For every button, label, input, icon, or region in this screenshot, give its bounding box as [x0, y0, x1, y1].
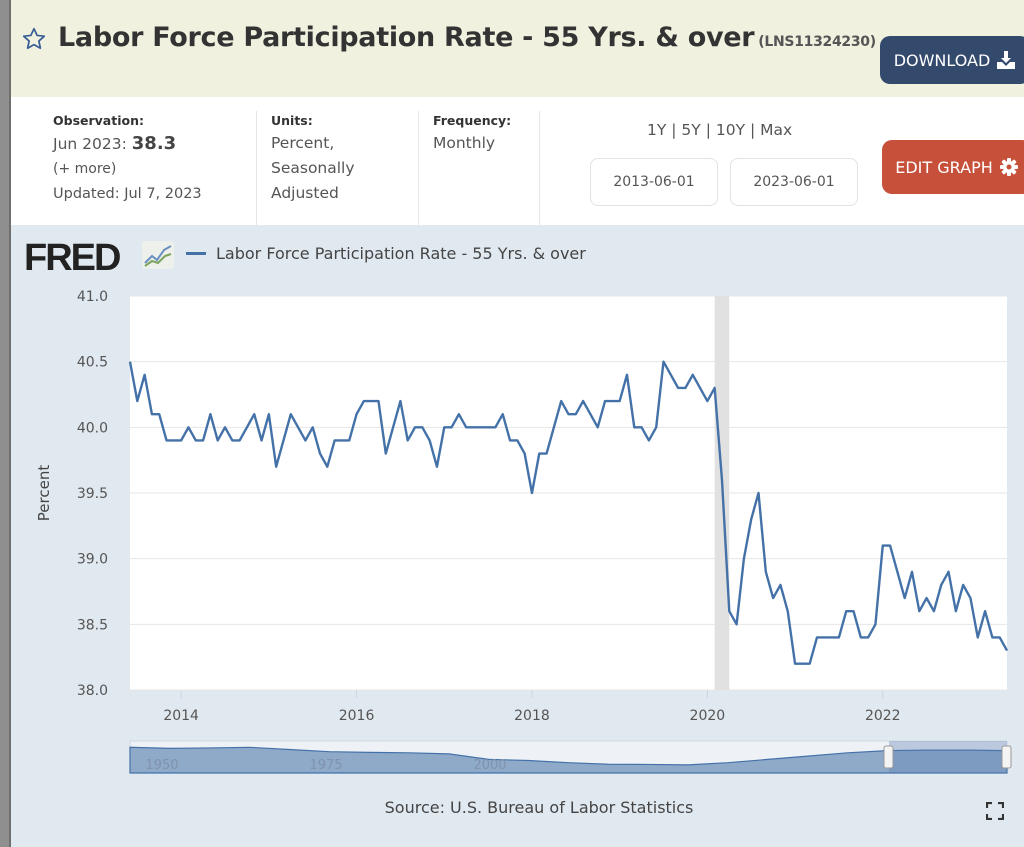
x-tick-label: 2014: [163, 708, 199, 724]
page-title: Labor Force Participation Rate - 55 Yrs.…: [58, 22, 876, 53]
navigator-handle[interactable]: [1001, 745, 1012, 769]
edit-graph-button[interactable]: EDIT GRAPH: [882, 140, 1024, 194]
units-line: Percent,: [271, 134, 335, 152]
y-tick-label: 39.0: [77, 552, 108, 568]
divider: [256, 111, 257, 225]
units-label: Units:: [271, 113, 313, 128]
y-tick-label: 41.0: [77, 289, 108, 305]
series-title: Labor Force Participation Rate - 55 Yrs.…: [58, 22, 755, 53]
download-label: DOWNLOAD: [893, 50, 991, 70]
units-block: Units: Percent, Seasonally Adjusted: [271, 111, 355, 206]
series-id: (LNS11324230): [758, 34, 876, 50]
observation-label: Observation:: [53, 113, 144, 128]
end-date-input[interactable]: 2023-06-01: [730, 158, 858, 206]
download-button[interactable]: DOWNLOAD: [880, 36, 1024, 84]
more-link[interactable]: (+ more): [53, 161, 117, 177]
range-10y[interactable]: 10Y: [715, 121, 746, 139]
y-tick-label: 39.5: [77, 486, 108, 502]
y-tick-label: 38.0: [77, 683, 108, 699]
window-edge: [0, 0, 11, 847]
x-tick-label: 2020: [690, 708, 726, 724]
y-tick-label: 40.5: [77, 355, 108, 371]
units-line: Seasonally: [271, 159, 355, 177]
y-tick-label: 40.0: [77, 420, 108, 436]
start-date-input[interactable]: 2013-06-01: [590, 158, 718, 206]
range-1y[interactable]: 1Y: [647, 121, 667, 139]
x-tick-label: 2018: [514, 708, 550, 724]
divider: [539, 111, 540, 225]
frequency-label: Frequency:: [433, 113, 512, 128]
frequency-value: Monthly: [433, 134, 496, 152]
y-tick-label: 38.5: [77, 617, 108, 633]
series-line: [128, 360, 1009, 665]
gear-icon: [999, 158, 1018, 176]
fred-logo: FRED: [24, 237, 121, 279]
observation-date: Jun 2023:: [53, 135, 127, 153]
legend-label: Labor Force Participation Rate - 55 Yrs.…: [216, 244, 586, 263]
x-tick-label: 2022: [865, 708, 901, 724]
frequency-block: Frequency: Monthly: [433, 111, 511, 156]
navigator-label: 2000: [473, 758, 506, 773]
divider: [418, 111, 419, 225]
legend-swatch: [186, 252, 206, 255]
navigator-label: 1950: [145, 758, 178, 773]
fullscreen-icon[interactable]: [986, 802, 1004, 820]
y-axis-label: Percent: [35, 465, 53, 522]
observation-value: 38.3: [131, 133, 177, 154]
navigator-label: 1975: [309, 758, 342, 773]
fred-chart-icon: [142, 241, 174, 269]
download-icon: [997, 51, 1016, 69]
units-line: Adjusted: [271, 184, 339, 202]
observation-block: Observation: Jun 2023: 38.3 (+ more) Upd…: [53, 111, 202, 207]
range-selector: 1Y | 5Y | 10Y | Max: [647, 121, 793, 139]
navigator-selection[interactable]: [889, 741, 1007, 773]
updated-date: Updated: Jul 7, 2023: [53, 186, 202, 202]
range-5y[interactable]: 5Y: [681, 121, 701, 139]
star-icon[interactable]: [21, 26, 47, 52]
navigator-handle[interactable]: [883, 745, 894, 769]
source-note: Source: U.S. Bureau of Labor Statistics: [384, 798, 694, 817]
x-tick-label: 2016: [339, 708, 375, 724]
range-max[interactable]: Max: [760, 121, 793, 139]
series-header: [11, 0, 1024, 97]
edit-graph-label: EDIT GRAPH: [895, 157, 993, 177]
navigator-series: [129, 746, 1008, 774]
chart-legend: Labor Force Participation Rate - 55 Yrs.…: [186, 244, 586, 263]
